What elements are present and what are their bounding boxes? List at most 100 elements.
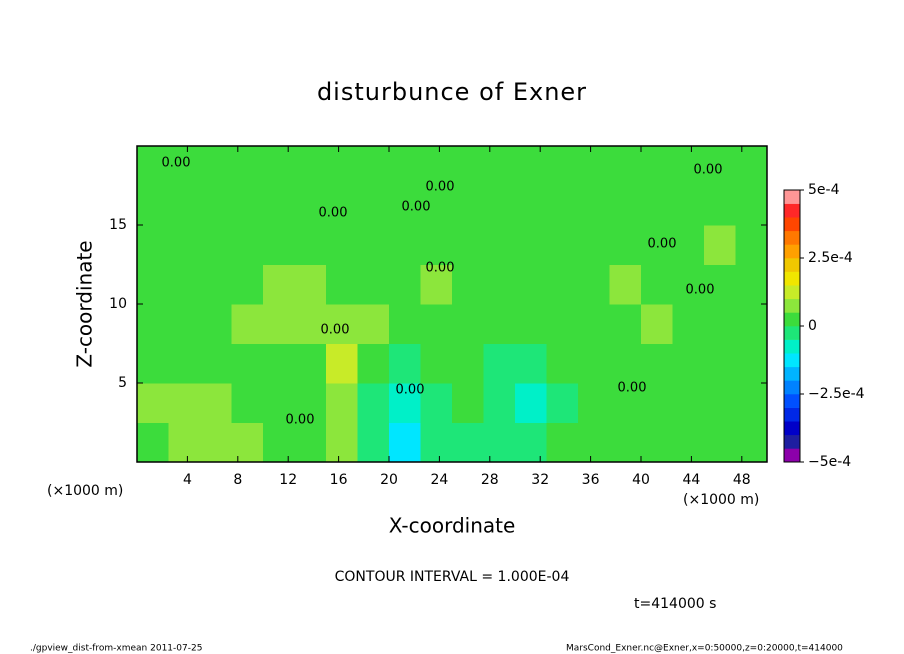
x-tick-label: 16 [330,472,348,488]
field-cell [294,383,327,423]
colorbar-swatch [784,298,800,313]
field-cell [735,422,768,463]
field-cell [389,225,421,265]
field-cell [704,146,736,186]
field-cell [609,383,642,423]
field-cell [578,383,610,423]
field-cell [420,264,453,305]
field-cell [735,185,768,226]
colorbar-tick-label: 5e-4 [808,182,840,198]
field-cell [546,422,579,463]
field-cell [704,304,736,344]
field-cell [326,422,358,463]
field-cell [200,185,232,226]
field-cell [231,422,264,463]
field-cell [231,383,264,423]
field-cell [263,264,295,305]
field-cell [704,225,736,265]
colorbar-swatch [784,394,800,408]
field-cell [389,185,421,226]
field-cell [672,343,705,384]
field-cell [137,185,169,226]
field-cell [357,383,390,423]
field-cell [735,264,768,305]
field-cell [515,146,547,186]
field-cell [578,422,610,463]
field-cell [420,343,453,384]
field-cell [546,304,579,344]
contour-label: 0.00 [618,381,647,396]
x-tick-label: 20 [380,472,398,488]
field-cell [168,383,201,423]
field-cell [200,225,232,265]
field-cell [168,422,201,463]
field-cell [389,422,421,463]
field-cell [704,383,736,423]
field-cell [137,383,169,423]
field-cell [546,185,579,226]
contour-label: 0.00 [396,383,425,398]
field-cell [137,146,169,186]
contour-label: 0.00 [426,261,455,276]
field-cell [263,225,295,265]
field-cell [294,343,327,384]
field-cell [609,422,642,463]
field-cell [704,422,736,463]
x-unit-left: (×1000 m) [47,483,123,499]
field-cell [546,264,579,305]
contour-label: 0.00 [426,180,455,195]
x-tick-label: 24 [430,472,448,488]
field-cell [515,422,547,463]
y-axis-label: Z-coordinate [73,240,97,367]
x-tick-label: 48 [733,472,751,488]
field-cell [452,343,484,384]
field-cell [515,264,547,305]
colorbar-swatch [784,190,800,204]
field-cell [609,185,642,226]
colorbar-swatch [784,380,800,395]
field-cell [326,185,358,226]
field-cell [294,146,327,186]
field-cell [672,383,705,423]
field-cell [389,304,421,344]
contour-label: 0.00 [162,156,191,171]
field-cell [326,146,358,186]
contour-label: 0.00 [402,200,431,215]
field-cell [641,264,673,305]
footer-right: MarsCond_Exner.nc@Exner,x=0:50000,z=0:20… [566,644,843,654]
field-cell [578,146,610,186]
field-cell [672,264,705,305]
colorbar-tick-label: 2.5e-4 [808,250,853,266]
field-cell [735,383,768,423]
field-cell [420,185,453,226]
field-cell [672,304,705,344]
field-cell [200,383,232,423]
field-cell [641,185,673,226]
field-cell [231,343,264,384]
field-cell [452,225,484,265]
colorbar-swatch [784,421,800,436]
colorbar-tick-label: −2.5e-4 [808,386,865,402]
field-cell [357,146,390,186]
field-cell [641,422,673,463]
colorbar-swatch [784,312,800,327]
field-cell [672,225,705,265]
field-cell [231,146,264,186]
field-cell [483,343,516,384]
field-cell [641,383,673,423]
field-cell [483,264,516,305]
field-cell [578,343,610,384]
field-cell [578,185,610,226]
field-cell [200,343,232,384]
field-cell [641,304,673,344]
field-cell [578,304,610,344]
colorbar-swatch [784,326,800,340]
field-cell [420,383,453,423]
field-cell [641,225,673,265]
x-unit-right: (×1000 m) [683,492,759,508]
footer-left: ./gpview_dist-from-xmean 2011-07-25 [30,644,202,654]
field-cell [231,225,264,265]
y-tick-label: 5 [118,375,127,391]
field-cell [609,146,642,186]
colorbar-swatch [784,434,800,449]
